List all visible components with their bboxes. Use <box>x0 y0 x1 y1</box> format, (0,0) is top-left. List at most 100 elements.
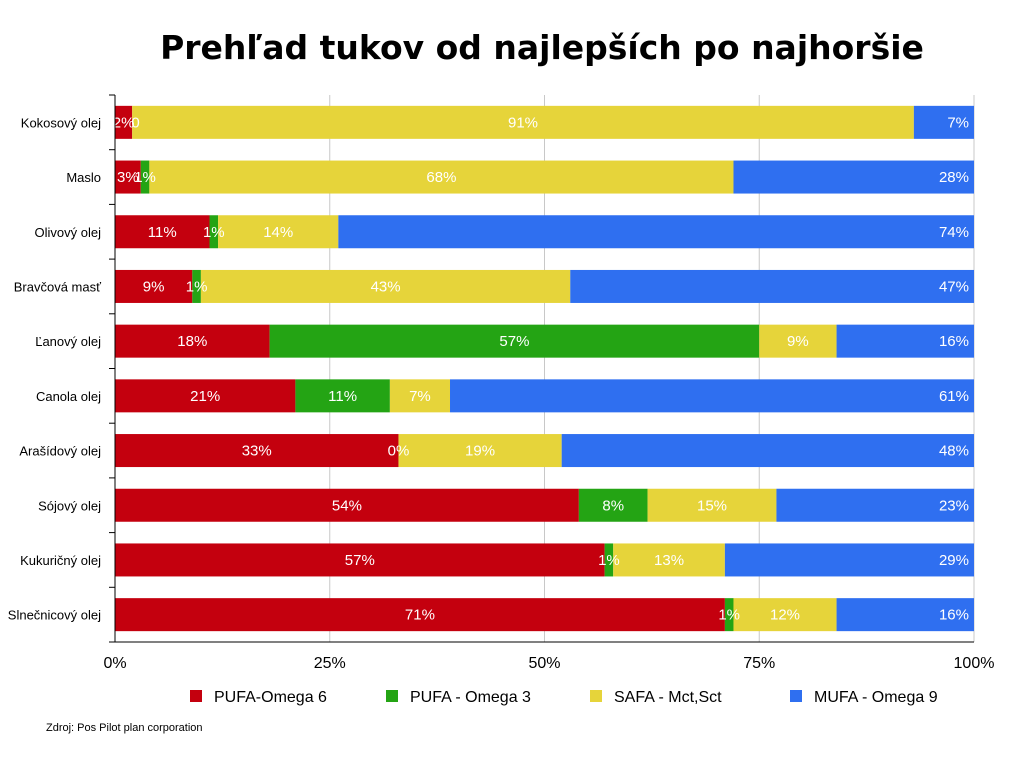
data-label: 54% <box>332 497 362 514</box>
bar-segment <box>647 488 777 522</box>
legend-swatch <box>790 690 802 702</box>
data-label: 1% <box>203 224 225 241</box>
data-label: 0% <box>388 443 410 460</box>
data-label: 1% <box>186 278 208 295</box>
data-label: 21% <box>190 388 220 405</box>
data-label: 29% <box>939 552 969 569</box>
data-label: 0 <box>131 114 139 131</box>
category-label: Ľanový olej <box>35 334 101 349</box>
tick-labels: 0% 25% 50% 75% 100% <box>103 655 994 672</box>
category-label: Olivový olej <box>35 225 102 240</box>
legend: PUFA-Omega 6 PUFA - Omega 3 SAFA - Mct,Sct… <box>190 689 938 706</box>
bar-segment <box>759 324 837 358</box>
data-label: 2% <box>113 114 135 131</box>
legend-swatch <box>386 690 398 702</box>
bar-segment <box>200 269 571 303</box>
bar-segment <box>836 324 974 358</box>
legend-label: PUFA - Omega 3 <box>410 689 531 706</box>
data-label: 57% <box>345 552 375 569</box>
bar-segment <box>913 105 974 139</box>
data-label: 13% <box>654 552 684 569</box>
data-label: 71% <box>405 607 435 624</box>
data-label: 1% <box>598 552 620 569</box>
data-label: 33% <box>242 443 272 460</box>
bar-segment <box>218 215 339 249</box>
bar-segment <box>115 269 193 303</box>
bar-segment <box>192 269 201 303</box>
bar-segment <box>115 434 399 468</box>
data-label: 11% <box>328 388 357 405</box>
bar-segment <box>115 324 270 358</box>
bar-segment <box>604 543 614 577</box>
category-label: Maslo <box>66 170 101 185</box>
bar-segment <box>613 543 725 577</box>
category-label: Slnečnicový olej <box>8 608 101 623</box>
x-tick-label: 75% <box>743 655 775 672</box>
axes <box>109 94 974 643</box>
category-label: Kokosový olej <box>21 115 101 130</box>
legend-swatch <box>590 690 602 702</box>
data-label: 8% <box>602 497 624 514</box>
data-label: 47% <box>939 278 969 295</box>
bar-segment <box>450 379 974 413</box>
category-label: Sójový olej <box>38 498 101 513</box>
bar-segment <box>132 105 914 139</box>
data-label: 16% <box>939 333 969 350</box>
bar-segment <box>209 215 219 249</box>
bars <box>115 105 975 632</box>
data-label: 28% <box>939 169 969 186</box>
data-label: 74% <box>939 224 969 241</box>
bar-segment <box>561 434 974 468</box>
data-label: 9% <box>787 333 809 350</box>
data-label: 3% <box>117 169 139 186</box>
data-label: 7% <box>947 114 969 131</box>
x-tick-label: 100% <box>954 655 995 672</box>
bar-segment <box>733 598 837 632</box>
bar-segment <box>115 379 296 413</box>
category-label: Bravčová masť <box>14 279 101 294</box>
bar-segment <box>733 160 974 194</box>
data-label: 9% <box>143 278 165 295</box>
x-tick-label: 25% <box>314 655 346 672</box>
category-labels: Kokosový olej Maslo Olivový olej Bravčová m… <box>8 115 101 622</box>
chart-title: Prehľad tukov od najlepších po najhoršie <box>160 28 924 67</box>
bar-segment <box>140 160 150 194</box>
bar-segment <box>115 543 605 577</box>
source-note: Zdroj: Pos Pilot plan corporation <box>46 722 203 734</box>
data-label: 7% <box>409 388 431 405</box>
bar-segment <box>269 324 760 358</box>
legend-label: SAFA - Mct,Sct <box>614 689 722 706</box>
data-label: 61% <box>939 388 969 405</box>
data-label: 57% <box>499 333 529 350</box>
bar-segment <box>115 105 133 139</box>
bar-segment <box>115 488 579 522</box>
legend-swatch <box>190 690 202 702</box>
data-label: 12% <box>770 607 800 624</box>
data-label: 23% <box>939 497 969 514</box>
bar-segment <box>724 543 974 577</box>
data-label: 1% <box>134 169 156 186</box>
data-label: 18% <box>177 333 207 350</box>
x-tick-label: 0% <box>103 655 126 672</box>
data-label: 1% <box>718 607 740 624</box>
bar-segment <box>338 215 975 249</box>
category-label: Arašídový olej <box>19 444 101 459</box>
bar-segment <box>149 160 734 194</box>
bar-segment <box>389 379 451 413</box>
bar-segment <box>115 215 210 249</box>
data-label: 91% <box>508 114 538 131</box>
data-label: 43% <box>371 278 401 295</box>
data-label: 11% <box>148 224 177 241</box>
category-label: Canola olej <box>36 389 101 404</box>
data-label: 16% <box>939 607 969 624</box>
bar-segment <box>724 598 734 632</box>
bar-segment <box>836 598 974 632</box>
data-label: 14% <box>263 224 293 241</box>
bar-segment <box>115 160 141 194</box>
bar-segment <box>578 488 648 522</box>
x-tick-label: 50% <box>528 655 560 672</box>
data-label: 19% <box>465 443 495 460</box>
data-label: 68% <box>426 169 456 186</box>
bar-segment <box>776 488 974 522</box>
